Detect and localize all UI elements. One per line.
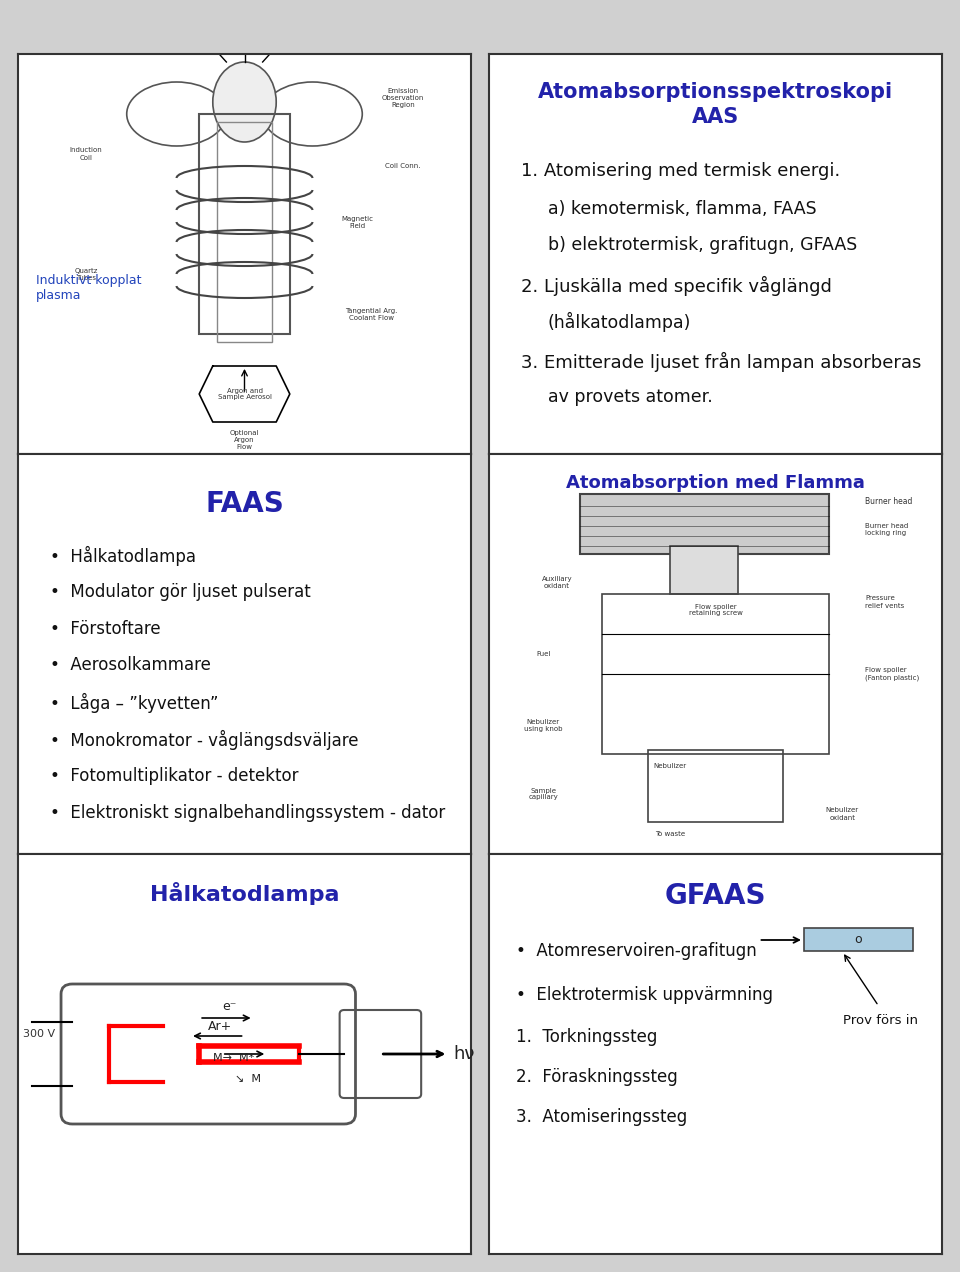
Text: Burner head: Burner head: [865, 497, 912, 506]
Text: •  Modulator gör ljuset pulserat: • Modulator gör ljuset pulserat: [50, 583, 310, 600]
Text: M→  M*: M→ M*: [213, 1053, 254, 1063]
Text: FAAS: FAAS: [205, 490, 284, 518]
Text: Magnetic
Field: Magnetic Field: [342, 215, 373, 229]
Text: Optional
Argon
Flow: Optional Argon Flow: [229, 430, 259, 450]
Text: •  Fotomultiplikator - detektor: • Fotomultiplikator - detektor: [50, 767, 299, 785]
Text: (hålkatodlampa): (hålkatodlampa): [548, 312, 691, 332]
Text: Atomabsorptionsspektroskopi
AAS: Atomabsorptionsspektroskopi AAS: [538, 81, 893, 127]
Text: •  Monokromator - våglängsdsväljare: • Monokromator - våglängsdsväljare: [50, 730, 358, 750]
Text: b) elektrotermisk, grafitugn, GFAAS: b) elektrotermisk, grafitugn, GFAAS: [548, 237, 857, 254]
Text: Flow spoiler
retaining screw: Flow spoiler retaining screw: [688, 603, 742, 617]
Text: 3. Emitterade ljuset från lampan absorberas: 3. Emitterade ljuset från lampan absorbe…: [520, 352, 921, 373]
Text: Induction
Coil: Induction Coil: [69, 148, 103, 160]
Text: ↘  M: ↘ M: [235, 1074, 261, 1084]
Text: 2. Ljuskälla med specifik våglängd: 2. Ljuskälla med specifik våglängd: [520, 276, 831, 296]
Text: Flow spoiler
(Fanton plastic): Flow spoiler (Fanton plastic): [865, 668, 920, 681]
Text: Quartz
Tubes: Quartz Tubes: [74, 267, 98, 281]
Text: 2.  Föraskningssteg: 2. Föraskningssteg: [516, 1068, 678, 1086]
Text: 1.  Torkningssteg: 1. Torkningssteg: [516, 1028, 658, 1046]
Text: 1. Atomisering med termisk energi.: 1. Atomisering med termisk energi.: [520, 162, 840, 181]
Text: e⁻: e⁻: [222, 1000, 236, 1013]
Text: hν: hν: [453, 1046, 474, 1063]
Text: •  Elektrotermisk uppvärmning: • Elektrotermisk uppvärmning: [516, 986, 773, 1004]
Text: Prov förs in: Prov förs in: [843, 1014, 919, 1027]
Ellipse shape: [213, 62, 276, 142]
Text: Emission
Observation
Region: Emission Observation Region: [382, 88, 424, 108]
Text: •  Hålkatodlampa: • Hålkatodlampa: [50, 546, 196, 566]
Text: •  Aerosolkammare: • Aerosolkammare: [50, 656, 210, 674]
Text: Burner head
locking ring: Burner head locking ring: [865, 524, 908, 537]
Text: Fuel: Fuel: [537, 651, 550, 658]
Text: 3.  Atomiseringssteg: 3. Atomiseringssteg: [516, 1108, 687, 1126]
Text: To waste: To waste: [655, 831, 685, 837]
Text: 300 V: 300 V: [22, 1029, 55, 1039]
Text: o: o: [854, 932, 862, 945]
Text: Pressure
relief vents: Pressure relief vents: [865, 595, 904, 608]
FancyBboxPatch shape: [804, 929, 913, 951]
Text: Coil Conn.: Coil Conn.: [385, 163, 420, 169]
Text: Induktivt kopplat
plasma: Induktivt kopplat plasma: [36, 273, 142, 301]
Text: Auxiliary
oxidant: Auxiliary oxidant: [541, 575, 572, 589]
FancyBboxPatch shape: [580, 494, 828, 555]
Text: Atomabsorption med Flamma: Atomabsorption med Flamma: [566, 474, 865, 492]
Text: Nebulizer
oxidant: Nebulizer oxidant: [826, 808, 859, 820]
FancyBboxPatch shape: [670, 546, 738, 594]
Text: Nebulizer
using knob: Nebulizer using knob: [524, 720, 563, 733]
Text: Ar+: Ar+: [208, 1020, 232, 1033]
Text: GFAAS: GFAAS: [664, 881, 766, 909]
Text: •  Atomreservoiren-grafitugn: • Atomreservoiren-grafitugn: [516, 943, 756, 960]
Text: Hålkatodlampa: Hålkatodlampa: [150, 881, 339, 904]
Text: •  Låga – ”kyvetten”: • Låga – ”kyvetten”: [50, 693, 218, 714]
Text: a) kemotermisk, flamma, FAAS: a) kemotermisk, flamma, FAAS: [548, 200, 817, 218]
Text: Argon and
Sample Aerosol: Argon and Sample Aerosol: [218, 388, 272, 401]
Text: Nebulizer: Nebulizer: [654, 763, 686, 770]
Text: av provets atomer.: av provets atomer.: [548, 388, 712, 406]
Text: Sample
capillary: Sample capillary: [529, 787, 558, 800]
Text: •  Förstoftare: • Förstoftare: [50, 619, 160, 637]
Text: Tangential Arg.
Coolant Flow: Tangential Arg. Coolant Flow: [346, 308, 397, 321]
Text: •  Elektroniskt signalbehandlingssystem - dator: • Elektroniskt signalbehandlingssystem -…: [50, 804, 445, 822]
